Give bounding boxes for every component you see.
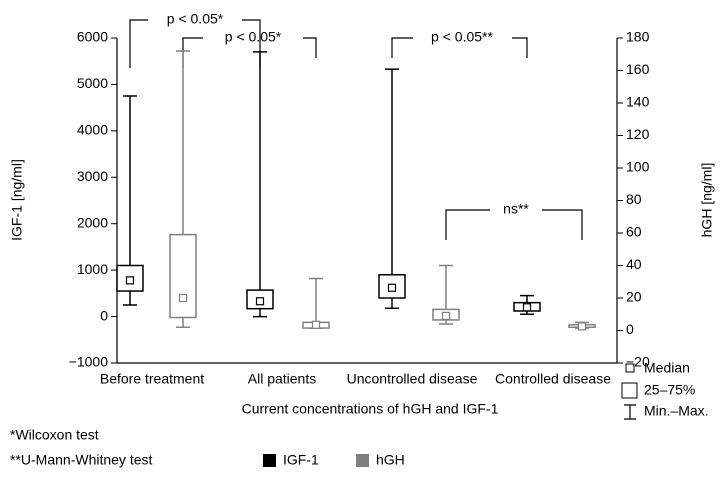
y2-axis-label: hGH [ng/ml] — [699, 163, 715, 238]
legend-label: hGH — [376, 452, 405, 468]
y-tick-label: 1000 — [77, 261, 108, 277]
x-tick-label: Before treatment — [100, 371, 204, 387]
y2-tick-label: 80 — [626, 191, 642, 207]
bracket — [391, 37, 528, 58]
x-tick-label: Uncontrolled disease — [347, 371, 478, 387]
legend-label: Median — [644, 360, 690, 376]
box — [169, 233, 197, 319]
y2-tick-label: 160 — [626, 61, 650, 77]
legend-swatch — [356, 454, 369, 467]
median — [522, 303, 532, 312]
legend-box-icon — [621, 382, 638, 399]
legend-median-icon — [625, 363, 635, 373]
footnote: *Wilcoxon test — [10, 427, 99, 443]
y2-tick-label: −20 — [626, 354, 650, 370]
x-tick-label: All patients — [248, 371, 316, 387]
bracket — [445, 209, 583, 240]
box — [116, 264, 144, 292]
legend-label: IGF-1 — [283, 452, 319, 468]
x-tick-label: Controlled disease — [495, 371, 611, 387]
y2-tick-label: 0 — [626, 321, 634, 337]
y-tick-label: 4000 — [77, 122, 108, 138]
y-tick-label: −1000 — [69, 354, 109, 370]
y2-tick-label: 140 — [626, 94, 650, 110]
whisker — [385, 68, 399, 309]
annotation: p < 0.05** — [431, 29, 493, 45]
median — [178, 293, 188, 303]
annotation: p < 0.05* — [225, 29, 282, 45]
median — [577, 322, 587, 331]
y2-tick-label: 100 — [626, 159, 650, 175]
y2-tick-label: 120 — [626, 126, 650, 142]
y-tick-label: 2000 — [77, 214, 108, 230]
legend-label: 25–75% — [644, 382, 695, 398]
y-tick-label: 0 — [100, 307, 108, 323]
median — [255, 297, 265, 306]
y2-tick-label: 60 — [626, 224, 642, 240]
median — [125, 276, 135, 285]
legend-whisker-icon — [624, 404, 636, 420]
annotation: p < 0.05* — [167, 11, 224, 27]
footnote: **U-Mann-Whitney test — [10, 452, 152, 468]
legend-label: Min.–Max. — [644, 403, 709, 419]
annotation: ns** — [503, 201, 529, 217]
y-tick-label: 6000 — [77, 29, 108, 45]
whisker — [253, 51, 267, 318]
y-tick-label: 5000 — [77, 75, 108, 91]
y2-tick-label: 40 — [626, 256, 642, 272]
y2-tick-label: 20 — [626, 289, 642, 305]
median — [387, 283, 397, 292]
median — [441, 311, 451, 320]
y2-tick-label: 180 — [626, 29, 650, 45]
y-tick-label: 3000 — [77, 168, 108, 184]
whisker — [309, 277, 323, 329]
legend-swatch — [263, 454, 276, 467]
median — [311, 320, 321, 329]
x-axis-label: Current concentrations of hGH and IGF-1 — [242, 401, 499, 417]
y-axis-label: IGF-1 [ng/ml] — [9, 159, 25, 241]
